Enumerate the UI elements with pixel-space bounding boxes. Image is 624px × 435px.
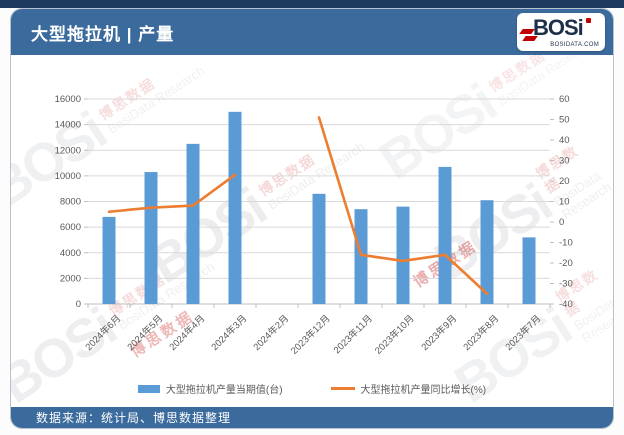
legend-label-bar-series: 大型拖拉机产量当期值(台) [165,385,283,396]
bar-2024年5月 [144,172,158,304]
top-strip [0,0,624,8]
left-axis-label: 8000 [60,197,81,208]
growth-line [107,173,237,214]
left-axis-label: 12000 [55,145,81,156]
bar-2023年11月 [354,209,368,304]
right-axis-label: 30 [559,156,570,167]
right-axis-label: -10 [559,238,573,249]
right-axis-label: -30 [559,279,573,290]
card-footer: 数据来源：统计局、博思数据整理 [11,407,613,428]
legend-label-line-series: 大型拖拉机产量同比增长(%) [360,385,487,396]
data-source-text: 数据来源：统计局、博思数据整理 [36,411,232,425]
bar-2023年7月 [522,237,536,304]
bar-2024年6月 [102,216,116,304]
production-chart: 0 2000 4000 6000 8000 10000 12000 14000 16000 -40… [55,94,573,310]
page-title: 大型拖拉机 | 产量 [31,24,175,44]
logo-red-dot-icon [586,18,591,23]
card-header: 大型拖拉机 | 产量 BOSi BOSIDATA.COM [11,9,613,55]
right-axis-label: 10 [559,197,570,208]
bosi-logo: BOSi BOSIDATA.COM [517,13,605,51]
bar-2023年12月 [312,193,326,304]
right-axis-label: 0 [559,217,564,228]
legend-item-bar-series: 大型拖拉机产量当期值(台) [137,381,283,396]
bar-2024年4月 [186,143,200,304]
logo-site-text: BOSIDATA.COM [550,42,599,48]
bar-2024年3月 [228,111,242,304]
growth-line [317,116,489,296]
bar-2023年9月 [438,166,452,304]
right-axis-label: 50 [559,115,570,126]
left-axis-label: 4000 [60,248,81,259]
bar-2023年10月 [396,206,410,304]
left-axis-label: 14000 [55,120,81,131]
left-axis-label: 0 [76,299,81,310]
bar-series-swatch-icon [137,384,160,393]
report-card: 大型拖拉机 | 产量 BOSi BOSIDATA.COM BOSi 博思数据 Bos… [10,8,614,429]
left-axis-label: 10000 [55,171,81,182]
line-series-swatch-icon [330,387,355,390]
bar-2023年8月 [480,200,494,304]
right-axis-label: 40 [559,135,570,146]
chart-area: BOSi 博思数据 BosiData Research BOSi 博思数据 BosiDat… [11,55,613,407]
logo-brand-text: BOSi [533,15,584,40]
left-axis-label: 6000 [60,222,81,233]
left-axis-label: 16000 [55,94,81,105]
right-axis-label: 60 [559,94,570,105]
right-axis-label: -40 [559,299,573,310]
right-axis-label: 20 [559,176,570,187]
left-axis-label: 2000 [60,273,81,284]
legend-item-line-series: 大型拖拉机产量同比增长(%) [330,381,487,396]
right-axis-label: -20 [559,258,573,269]
chart-legend: 大型拖拉机产量当期值(台) 大型拖拉机产量同比增长(%) [11,381,613,396]
